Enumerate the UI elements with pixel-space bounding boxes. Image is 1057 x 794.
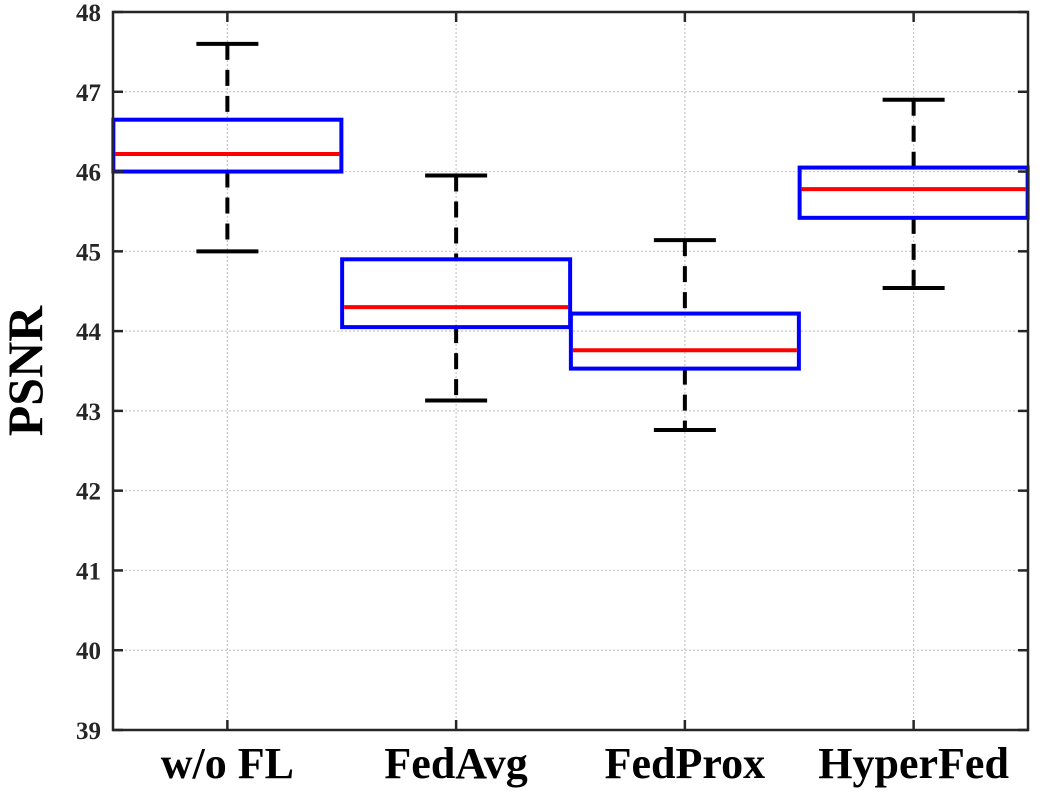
y-axis-label: PSNR bbox=[0, 305, 53, 436]
x-category-label: FedAvg bbox=[384, 739, 527, 788]
y-tick-label: 43 bbox=[76, 399, 101, 426]
x-category-label: w/o FL bbox=[161, 739, 294, 788]
x-category-label: FedProx bbox=[605, 739, 766, 788]
y-tick-label: 47 bbox=[76, 80, 101, 107]
x-category-label: HyperFed bbox=[818, 739, 1009, 788]
plot-area-frame bbox=[111, 10, 1030, 732]
axis-ticks: 39 40 41 42 43 44 45 46 47 48 w/o FL FedAvg FedProx H… bbox=[76, 0, 1028, 788]
box-fedavg bbox=[340, 173, 573, 403]
box-w-o-fl bbox=[111, 41, 344, 254]
y-tick-label: 40 bbox=[76, 638, 101, 665]
y-tick-label: 48 bbox=[76, 0, 101, 27]
y-tick-label: 42 bbox=[76, 479, 101, 506]
y-tick-label: 46 bbox=[76, 160, 101, 187]
y-tick-label: 39 bbox=[76, 718, 101, 745]
box-series bbox=[111, 41, 1030, 433]
iqr-box bbox=[568, 311, 801, 371]
y-tick-label: 41 bbox=[76, 558, 101, 585]
y-tick-label: 44 bbox=[76, 319, 102, 346]
iqr-box bbox=[340, 257, 573, 330]
box-fedprox bbox=[568, 238, 801, 433]
y-tick-label: 45 bbox=[76, 239, 101, 266]
